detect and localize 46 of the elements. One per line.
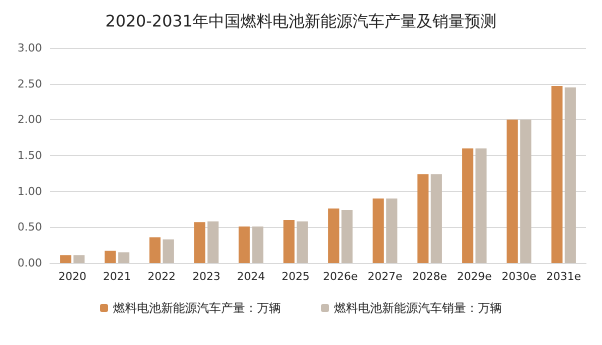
bar <box>328 208 340 263</box>
x-tick-label: 2022 <box>148 270 176 283</box>
x-tick-label: 2027e <box>368 270 403 283</box>
x-tick-label: 2020 <box>58 270 86 283</box>
bar <box>506 120 518 263</box>
x-tick-label: 2021 <box>103 270 131 283</box>
y-tick-label: 2.50 <box>18 77 42 90</box>
y-tick-label: 0.00 <box>18 256 42 270</box>
y-tick-label: 0.50 <box>18 220 42 234</box>
x-tick-label: 2031e <box>546 270 582 283</box>
x-tick-label: 2026e <box>322 270 358 283</box>
y-tick-label: 1.00 <box>18 184 42 198</box>
bar <box>386 198 398 263</box>
bar <box>162 239 174 263</box>
x-tick-label: 2029e <box>456 270 492 283</box>
x-tick-label: 2023 <box>192 270 220 283</box>
x-tick-label: 2024 <box>237 270 265 283</box>
legend-label: 燃料电池新能源汽车产量：万辆 <box>113 301 281 315</box>
bar <box>252 226 264 263</box>
bar <box>238 226 250 263</box>
bar <box>341 210 353 263</box>
bar <box>551 86 563 263</box>
bar <box>564 87 576 263</box>
bar <box>207 221 219 263</box>
y-tick-label: 3.00 <box>18 42 42 54</box>
bar <box>430 174 442 263</box>
bar <box>372 198 384 263</box>
bar <box>194 222 206 263</box>
bar <box>475 148 487 263</box>
x-tick-label: 2028e <box>412 270 448 283</box>
legend-label: 燃料电池新能源汽车销量：万辆 <box>334 301 502 315</box>
bar <box>73 255 85 263</box>
bar <box>118 252 130 263</box>
y-tick-label: 1.50 <box>18 149 42 162</box>
bar <box>296 221 308 263</box>
y-tick-label: 2.00 <box>18 113 42 126</box>
x-tick-label: 2030e <box>502 270 537 283</box>
bar <box>283 220 295 263</box>
bar <box>104 250 116 263</box>
bar <box>149 237 161 263</box>
bar <box>462 148 474 263</box>
bar <box>60 255 72 263</box>
bar <box>417 174 429 263</box>
x-tick-label: 2025 <box>282 270 310 283</box>
chart-title: 2020-2031年中国燃料电池新能源汽车产量及销量预测 <box>105 12 497 30</box>
bar <box>520 120 532 263</box>
